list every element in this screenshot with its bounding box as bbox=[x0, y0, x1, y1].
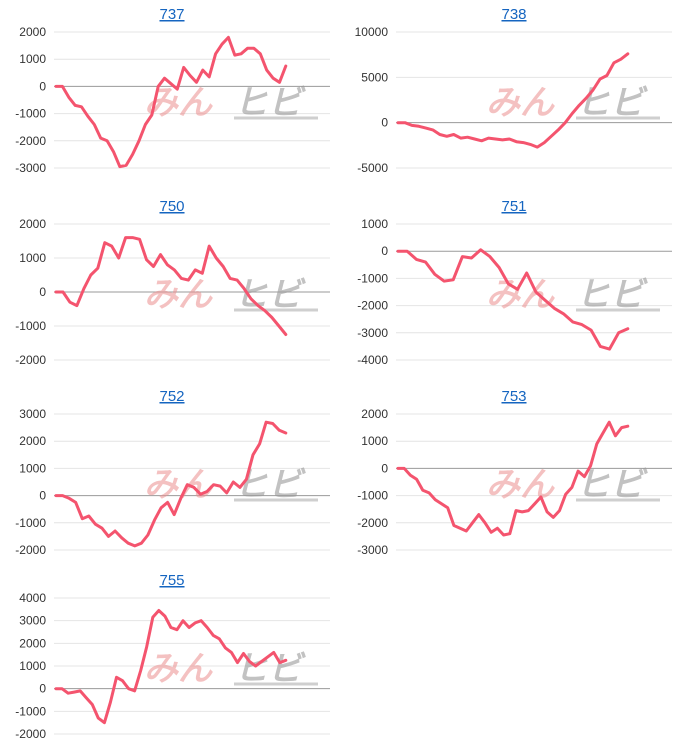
chart-title-link[interactable]: 752 bbox=[159, 388, 184, 405]
series-line bbox=[396, 420, 630, 537]
y-tick-label: -2000 bbox=[357, 516, 388, 530]
y-tick-label: -1000 bbox=[15, 107, 46, 121]
chart-panel-755: 755 4000 3000 2000 1000 0 -1000 -2000 みん ヒビ bbox=[6, 566, 336, 746]
y-tick-label: 3000 bbox=[19, 407, 46, 421]
y-tick-label: -5000 bbox=[357, 161, 388, 175]
y-tick-label: 0 bbox=[39, 682, 46, 696]
y-tick-label: 1000 bbox=[19, 52, 46, 66]
chart-title-link[interactable]: 738 bbox=[501, 6, 526, 23]
watermark-logo-right: ヒビ bbox=[576, 276, 648, 314]
y-tick-label: -3000 bbox=[357, 326, 388, 340]
series-line bbox=[54, 420, 288, 548]
series-line bbox=[54, 236, 288, 336]
watermark-logo-left: みん bbox=[144, 650, 213, 688]
chart-title-link[interactable]: 751 bbox=[501, 198, 526, 215]
y-tick-label: 0 bbox=[39, 489, 46, 503]
y-tick-label: -1000 bbox=[357, 489, 388, 503]
chart-panel-752: 752 3000 2000 1000 0 -1000 -2000 みん ヒビ bbox=[6, 382, 336, 562]
watermark-logo-right: ヒビ bbox=[234, 466, 306, 504]
y-tick-label: 2000 bbox=[361, 407, 388, 421]
chart-title-link[interactable]: 737 bbox=[159, 6, 184, 23]
y-tick-label: 0 bbox=[381, 244, 388, 258]
y-tick-label: 1000 bbox=[19, 659, 46, 673]
y-tick-label: 1000 bbox=[361, 217, 388, 231]
y-tick-label: 2000 bbox=[19, 25, 46, 39]
watermark-logo-left: みん bbox=[144, 466, 213, 504]
chart-title-link[interactable]: 755 bbox=[159, 572, 184, 589]
chart-svg: 738 10000 5000 0 -5000 みん ヒビ bbox=[355, 6, 672, 175]
series-line bbox=[396, 52, 630, 149]
y-tick-label: -4000 bbox=[357, 353, 388, 367]
y-tick-label: -2000 bbox=[15, 543, 46, 557]
y-tick-label: 0 bbox=[39, 79, 46, 93]
y-tick-label: 0 bbox=[381, 116, 388, 130]
y-tick-label: -2000 bbox=[15, 353, 46, 367]
watermark-logo-right: ヒビ bbox=[234, 84, 306, 122]
y-tick-label: -3000 bbox=[15, 161, 46, 175]
y-tick-label: -2000 bbox=[15, 134, 46, 148]
y-tick-label: 2000 bbox=[19, 434, 46, 448]
y-tick-label: -1000 bbox=[15, 319, 46, 333]
y-tick-label: 10000 bbox=[355, 25, 389, 39]
chart-panel-753: 753 2000 1000 0 -1000 -2000 -3000 みん ヒビ bbox=[348, 382, 678, 562]
y-tick-label: 2000 bbox=[19, 217, 46, 231]
y-tick-label: -1000 bbox=[15, 704, 46, 718]
watermark-logo-left: みん bbox=[144, 276, 213, 314]
chart-svg: 750 2000 1000 0 -1000 -2000 みん ヒビ bbox=[15, 198, 330, 367]
y-tick-label: -2000 bbox=[15, 727, 46, 741]
series-line bbox=[396, 248, 630, 351]
y-tick-label: 4000 bbox=[19, 591, 46, 605]
y-tick-label: 1000 bbox=[19, 251, 46, 265]
y-tick-label: 0 bbox=[381, 461, 388, 475]
y-tick-label: 1000 bbox=[361, 434, 388, 448]
series-line bbox=[54, 35, 288, 169]
watermark-logo-left: みん bbox=[486, 84, 555, 122]
watermark-logo-right: ヒビ bbox=[234, 276, 306, 314]
y-tick-label: -2000 bbox=[357, 299, 388, 313]
y-tick-label: -3000 bbox=[357, 543, 388, 557]
chart-panel-738: 738 10000 5000 0 -5000 みん ヒビ bbox=[348, 0, 678, 180]
series-line bbox=[54, 609, 288, 725]
y-tick-label: 5000 bbox=[361, 70, 388, 84]
y-tick-label: 2000 bbox=[19, 636, 46, 650]
chart-panel-737: 737 2000 1000 0 -1000 -2000 -3000 みん ヒビ bbox=[6, 0, 336, 180]
chart-title-link[interactable]: 750 bbox=[159, 198, 184, 215]
chart-panel-751: 751 1000 0 -1000 -2000 -3000 -4000 みん ヒビ bbox=[348, 192, 678, 372]
chart-panel-750: 750 2000 1000 0 -1000 -2000 みん ヒビ bbox=[6, 192, 336, 372]
y-tick-label: 1000 bbox=[19, 461, 46, 475]
y-tick-label: -1000 bbox=[15, 516, 46, 530]
watermark-logo-left: みん bbox=[486, 466, 555, 504]
chart-title-link[interactable]: 753 bbox=[501, 388, 526, 405]
watermark-logo-right: ヒビ bbox=[576, 84, 648, 122]
y-tick-label: 0 bbox=[39, 285, 46, 299]
y-tick-label: -1000 bbox=[357, 271, 388, 285]
chart-svg: 752 3000 2000 1000 0 -1000 -2000 みん ヒビ bbox=[15, 388, 330, 557]
y-tick-label: 3000 bbox=[19, 614, 46, 628]
